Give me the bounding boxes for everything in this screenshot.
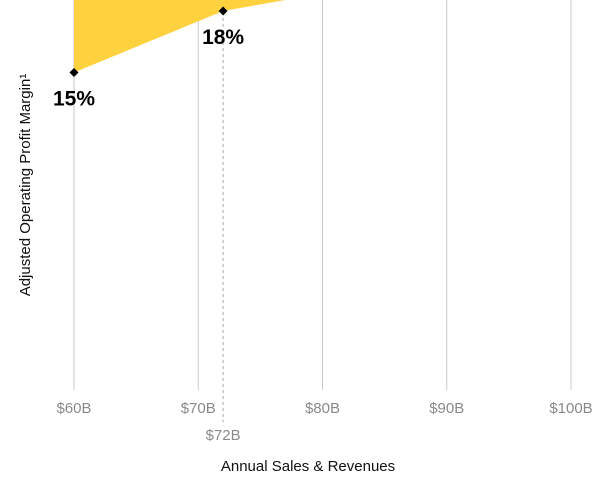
x-tick-label-4: $100B <box>549 400 592 417</box>
x-axis-ticks: $60B $70B $80B $90B $100B $72B <box>56 400 592 444</box>
margin-band <box>74 0 286 73</box>
data-label-lower-1: 18% <box>202 26 244 49</box>
data-markers <box>69 6 228 77</box>
band-area <box>74 0 286 73</box>
marker-lower-1 <box>218 6 228 16</box>
y-axis-title: Adjusted Operating Profit Margin¹ <box>17 74 34 297</box>
data-labels: 19%22%25%15%18%21% <box>53 26 244 111</box>
x-axis-title: Annual Sales & Revenues <box>221 458 395 475</box>
grid-lines <box>73 0 572 422</box>
marker-lower-0 <box>69 68 79 77</box>
x-tick-label-2: $80B <box>305 400 340 417</box>
x-tick-label-1: $70B <box>181 400 216 417</box>
x-tick-label-3: $90B <box>429 400 464 417</box>
x-tick-label-0: $60B <box>56 400 91 417</box>
reference-line-label: $72B <box>206 427 241 444</box>
data-label-lower-0: 15% <box>53 88 95 111</box>
